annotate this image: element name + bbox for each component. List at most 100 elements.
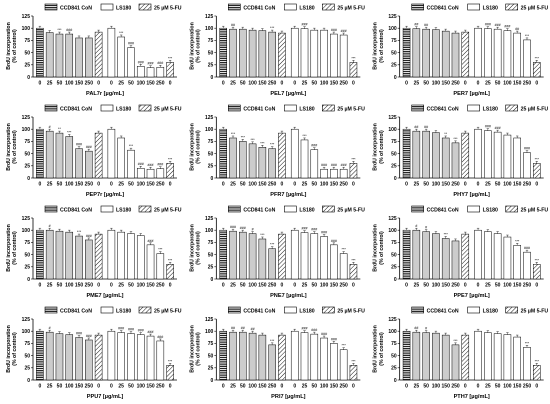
- significance-label: #: [415, 224, 417, 228]
- legend-label-ls: LS180: [483, 208, 498, 214]
- x-tick-label: 50: [495, 283, 501, 289]
- y-tick-label: 125: [205, 115, 214, 121]
- bar-ls180: [503, 236, 512, 280]
- x-tick-label: 250: [156, 384, 165, 390]
- y-tick-label: 125: [22, 115, 31, 121]
- y-axis-label-line2: (% of control): [379, 332, 385, 366]
- bar-ls180: [300, 332, 309, 381]
- x-tick-label: 0: [39, 81, 42, 87]
- bar-ccd841: [36, 229, 44, 280]
- x-tick-label: 0: [97, 182, 100, 188]
- bar-ccd841: [412, 130, 421, 179]
- x-tick-label: 100: [320, 283, 329, 289]
- y-tick-label: 0: [211, 277, 214, 283]
- x-tick-label: 0: [405, 81, 408, 87]
- bar-ccd841: [45, 130, 54, 179]
- legend-swatch-5fu: [505, 306, 518, 314]
- bar-5fu: [349, 365, 358, 381]
- bar-ls180: [493, 233, 502, 280]
- y-tick-label: 0: [27, 277, 30, 283]
- significance-label: ##: [231, 23, 235, 27]
- legend-swatch-ccd: [44, 104, 58, 112]
- y-axis-label-line2: (% of control): [379, 231, 385, 265]
- x-tick-label: 25: [230, 283, 236, 289]
- legend-swatch-5fu: [322, 306, 335, 314]
- significance-label: ###: [76, 143, 82, 147]
- y-tick-label: 50: [24, 50, 30, 56]
- chart-panel: CCD841 CoN LS180 25 µM 5-FU BrdU incorporat…: [6, 3, 182, 97]
- chart-legend: CCD841 CoN LS180 25 µM 5-FU: [44, 104, 182, 113]
- x-tick-label: 250: [156, 81, 165, 87]
- significance-label: ***: [453, 339, 458, 343]
- significance-label: ###: [66, 28, 72, 32]
- y-tick-label: 0: [394, 277, 397, 283]
- legend-swatch-5fu: [138, 104, 152, 112]
- bar-ccd841: [258, 238, 267, 280]
- bar-ccd841: [45, 331, 54, 381]
- x-tick-label: 100: [503, 384, 512, 390]
- x-tick-label: 150: [75, 81, 84, 87]
- significance-label: ##: [251, 327, 255, 331]
- bar-ls180: [127, 333, 135, 381]
- x-tick-label: 0: [169, 81, 172, 87]
- bar-ccd841: [55, 333, 64, 381]
- y-axis-label-line2: (% of control): [12, 29, 18, 63]
- bar-ccd841: [432, 132, 440, 179]
- bar-5fu: [461, 132, 470, 179]
- x-axis-title: PEP7r [µg/mL]: [86, 192, 124, 198]
- bar-ccd841: [219, 128, 227, 179]
- x-tick-label: 0: [535, 182, 538, 188]
- legend-swatch-ls: [467, 104, 480, 112]
- legend-label-5fu: 25 µM 5-FU: [154, 309, 182, 315]
- bar-ccd841: [45, 229, 54, 280]
- y-axis-title: BrdU incorporation (% of control): [373, 123, 385, 171]
- y-tick-label: 75: [208, 341, 214, 347]
- x-tick-label: 0: [477, 283, 480, 289]
- x-axis-title: PEL7 [µg/mL]: [270, 91, 306, 97]
- bar-ccd841: [432, 29, 440, 78]
- x-tick-label: 50: [57, 81, 63, 87]
- y-axis-label-line1: BrdU incorporation: [189, 224, 195, 272]
- significance-label: ###: [485, 125, 491, 129]
- y-tick-label: 125: [22, 317, 31, 323]
- x-tick-label: 100: [503, 81, 512, 87]
- x-tick-label: 0: [222, 81, 225, 87]
- x-tick-label: 150: [146, 182, 155, 188]
- x-tick-label: 250: [268, 81, 277, 87]
- significance-label: ***: [351, 157, 356, 161]
- y-tick-label: 75: [208, 139, 214, 145]
- legend-label-5fu: 25 µM 5-FU: [521, 309, 549, 315]
- x-tick-label: 150: [75, 182, 84, 188]
- x-tick-label: 50: [423, 283, 429, 289]
- significance-label: ###: [485, 23, 491, 27]
- significance-label: ###: [138, 329, 144, 333]
- y-tick-label: 100: [22, 26, 31, 32]
- x-tick-label: 250: [451, 81, 460, 87]
- bar-ccd841: [219, 330, 227, 381]
- y-axis-title: BrdU incorporation (% of control): [373, 22, 385, 70]
- x-tick-label: 0: [535, 283, 538, 289]
- bar-ls180: [339, 168, 348, 179]
- x-axis-title: PPE7 [µg/mL]: [454, 293, 490, 299]
- legend-label-ls: LS180: [483, 107, 498, 113]
- significance-label: ###: [341, 29, 347, 33]
- legend-swatch-ls: [284, 306, 297, 314]
- y-tick-label: 100: [388, 228, 397, 234]
- x-tick-label: 25: [118, 182, 124, 188]
- y-tick-label: 50: [24, 252, 30, 258]
- y-tick-label: 75: [391, 139, 397, 145]
- bar-ls180: [339, 253, 348, 280]
- x-tick-label: 100: [432, 182, 441, 188]
- bar-ls180: [320, 168, 328, 179]
- x-tick-label: 0: [281, 283, 284, 289]
- x-tick-label: 100: [65, 81, 74, 87]
- legend-label-ls: LS180: [116, 309, 131, 315]
- x-tick-label: 250: [339, 283, 348, 289]
- significance-label: ***: [119, 31, 124, 35]
- y-tick-label: 100: [205, 228, 214, 234]
- significance-label: ###: [311, 144, 317, 148]
- x-tick-label: 25: [302, 81, 308, 87]
- bar-5fu: [166, 62, 174, 78]
- significance-label: ***: [270, 26, 275, 30]
- y-tick-label: 75: [24, 139, 30, 145]
